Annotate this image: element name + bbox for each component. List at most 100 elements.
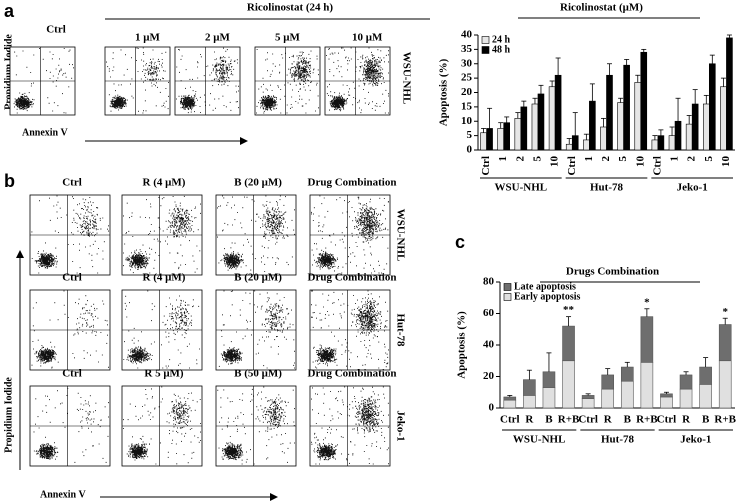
y-tick-label: 30	[461, 57, 473, 69]
column-label: R (4 μM)	[143, 272, 186, 284]
x-tick-label: 2	[514, 156, 526, 162]
group-label: Jeko-1	[677, 182, 708, 194]
legend-swatch	[481, 36, 490, 44]
bar	[520, 106, 528, 151]
bar-segment	[620, 366, 634, 382]
y-tick-label: 15	[461, 100, 473, 112]
bar-segment	[699, 384, 712, 409]
bar-segment	[640, 316, 654, 363]
column-label: Drug Combination	[308, 272, 397, 284]
y-axis-label: Apoptosis (%)	[456, 311, 468, 379]
group-label: Hut-78	[601, 434, 635, 446]
bar-segment	[542, 371, 556, 388]
bar-segment	[679, 374, 693, 390]
dots	[123, 195, 201, 274]
x-tick-label: Ctrl	[500, 414, 520, 426]
x-tick-label: 10	[720, 156, 732, 168]
significance: *	[722, 306, 728, 318]
x-tick-label: Ctrl	[480, 156, 492, 176]
x-tick-label: B	[702, 414, 710, 426]
column-label: B (20 μM)	[234, 272, 282, 284]
row-label: Jeko-1	[394, 410, 406, 441]
bar-segment	[601, 374, 615, 390]
x-tick-label: R	[682, 414, 691, 426]
x-tick-label: R	[604, 414, 613, 426]
bar-segment	[581, 395, 595, 399]
dots	[326, 47, 389, 114]
column-label: Ctrl	[62, 272, 82, 284]
bar	[589, 100, 596, 151]
x-tick-label: R+B	[636, 414, 658, 426]
arrow-head	[270, 493, 278, 501]
bar-segment	[581, 398, 595, 409]
dots	[176, 47, 239, 114]
group-label: WSU-NHL	[513, 434, 566, 446]
row-label: Hut-78	[394, 314, 406, 348]
group-label: Hut-78	[590, 182, 624, 194]
y-tick-label: 20	[461, 86, 473, 98]
dots	[256, 48, 319, 114]
group-label: WSU-NHL	[495, 182, 548, 194]
column-label: 1 μM	[135, 32, 160, 44]
x-tick-label: 1	[583, 156, 595, 162]
column-label: 2 μM	[205, 32, 230, 44]
bar	[480, 132, 487, 151]
bar	[600, 126, 607, 151]
bar-segment	[620, 380, 634, 409]
x-tick-label: 5	[703, 156, 715, 162]
bar	[720, 86, 727, 151]
panel-label: a	[4, 1, 15, 21]
bar	[571, 135, 579, 151]
bar-segment	[562, 360, 575, 409]
column-label: Drug Combination	[308, 177, 397, 189]
bar-segment	[640, 362, 654, 409]
bar	[617, 102, 624, 151]
dots	[311, 386, 389, 465]
bar	[554, 74, 562, 151]
x-tick-label: R+B	[558, 414, 580, 426]
chart-title: Ricolinostat (μM)	[560, 2, 643, 14]
dots	[33, 387, 109, 463]
x-tick-label: 5	[617, 156, 629, 162]
dots	[13, 47, 74, 114]
dots	[218, 290, 295, 369]
bar	[537, 93, 545, 151]
bar-segment	[660, 396, 673, 409]
y-axis-label: Apoptosis (%)	[438, 58, 450, 126]
bar	[503, 122, 511, 151]
arrow-head	[240, 137, 248, 145]
column-label: B (20 μM)	[234, 177, 282, 189]
y-tick-label: 60	[483, 307, 495, 319]
bar-segment	[503, 399, 517, 409]
x-tick-label: Ctrl	[566, 156, 578, 176]
panel-label: b	[4, 171, 15, 191]
x-tick-label: 1	[669, 156, 681, 162]
bar	[657, 135, 665, 151]
group-label: Jeko-1	[680, 434, 711, 446]
panel-label: c	[455, 232, 465, 252]
bar-segment	[523, 379, 536, 396]
bar	[565, 143, 573, 151]
bar	[640, 51, 648, 151]
y-tick-label: 20	[483, 370, 495, 382]
column-label: Ctrl	[62, 368, 82, 380]
row-label: WSU-NHL	[394, 209, 406, 262]
bar	[726, 37, 733, 151]
bar	[634, 82, 642, 151]
dots	[217, 195, 295, 273]
column-label: B (50 μM)	[234, 368, 282, 380]
x-tick-label: R+B	[714, 414, 736, 426]
x-axis-label: Annexin V	[22, 127, 68, 138]
y-tick-label: 10	[461, 115, 473, 127]
y-tick-label: 80	[483, 276, 495, 288]
x-tick-label: 2	[600, 156, 612, 162]
bar	[623, 64, 630, 151]
x-tick-label: Ctrl	[578, 414, 598, 426]
y-axis-label: Propidium Iodide	[3, 34, 14, 110]
arrow-head	[16, 250, 24, 258]
chart-title: Drugs Combination	[566, 266, 659, 278]
dots	[31, 195, 109, 274]
legend-label: 48 h	[492, 44, 511, 55]
x-tick-label: B	[545, 414, 553, 426]
